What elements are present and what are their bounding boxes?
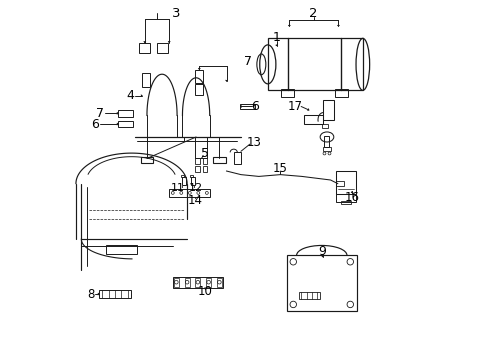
Bar (180, 175, 183, 177)
Bar (190, 177, 195, 185)
Bar (156, 42, 168, 53)
Text: 13: 13 (246, 136, 262, 149)
Bar (322, 147, 330, 151)
Bar (335, 181, 343, 186)
Bar (340, 201, 351, 204)
Bar (202, 158, 207, 164)
Bar (233, 152, 241, 164)
Text: 6: 6 (90, 118, 99, 131)
Bar (174, 278, 179, 287)
Bar (335, 171, 355, 194)
Text: 17: 17 (286, 100, 302, 113)
Bar (217, 278, 222, 287)
Bar (212, 157, 225, 163)
Text: 8: 8 (87, 288, 95, 301)
Text: 7: 7 (96, 107, 104, 120)
Bar (139, 42, 150, 53)
Text: 7: 7 (244, 55, 252, 68)
Bar (286, 255, 356, 311)
Bar (240, 104, 254, 109)
Bar (142, 73, 150, 87)
Text: 14: 14 (187, 194, 202, 207)
Bar (303, 116, 323, 125)
Bar (195, 166, 200, 172)
Bar (299, 292, 320, 300)
Bar (189, 175, 192, 177)
Text: 3: 3 (172, 7, 180, 20)
Bar (182, 177, 186, 185)
Bar (118, 121, 132, 127)
Text: 1: 1 (272, 31, 280, 44)
Bar (334, 89, 347, 97)
Bar (323, 100, 333, 120)
Bar (206, 278, 211, 287)
Text: 12: 12 (189, 183, 203, 193)
Text: 11: 11 (171, 183, 185, 193)
Bar (267, 39, 362, 90)
Text: 15: 15 (272, 162, 287, 175)
Text: 2: 2 (309, 7, 317, 20)
Text: 10: 10 (197, 285, 212, 298)
Bar (172, 277, 223, 288)
Bar (195, 69, 203, 83)
Bar (324, 136, 329, 147)
Bar (335, 194, 355, 202)
Bar (169, 189, 210, 197)
Bar (321, 124, 327, 128)
Bar (195, 278, 200, 287)
Bar (118, 110, 133, 117)
Bar (195, 158, 200, 164)
Bar (184, 278, 189, 287)
Bar (202, 166, 207, 172)
Text: 4: 4 (126, 89, 134, 102)
Bar (99, 291, 131, 298)
Bar (140, 157, 153, 163)
Text: 9: 9 (318, 244, 326, 257)
Text: 6: 6 (251, 100, 259, 113)
Text: 16: 16 (344, 191, 359, 204)
Bar (195, 84, 203, 95)
Bar (106, 244, 137, 253)
Bar (281, 89, 293, 97)
Text: 5: 5 (201, 147, 209, 159)
